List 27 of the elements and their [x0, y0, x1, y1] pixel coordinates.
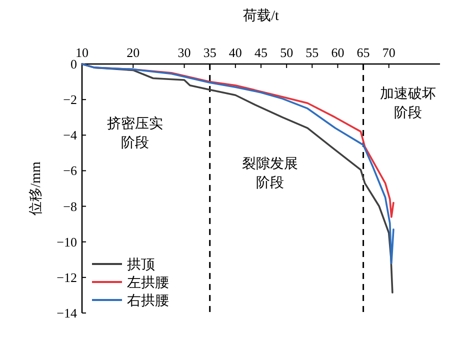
x-tick-label: 55	[306, 45, 319, 60]
x-axis-title: 荷载/t	[243, 8, 279, 24]
annotation: 加速破坏阶段	[380, 87, 436, 121]
y-tick-label: −4	[63, 128, 78, 143]
x-tick-label: 20	[126, 45, 140, 60]
x-tick-label: 35	[203, 45, 216, 60]
y-axis-title: 位移/mm	[28, 162, 44, 216]
x-tick-label: 40	[228, 45, 242, 60]
y-tick-label: −8	[63, 198, 77, 214]
x-tick-label: 60	[331, 45, 344, 60]
legend-label: 右拱腰	[127, 293, 169, 309]
y-tick-label: −14	[56, 306, 78, 320]
y-tick-label: −10	[56, 234, 77, 250]
annotation: 挤密压实阶段	[107, 117, 163, 151]
x-tick-label: 30	[178, 45, 191, 60]
legend-label: 拱顶	[127, 257, 155, 273]
y-tick-label: −2	[63, 92, 77, 108]
x-tick-label: 50	[280, 45, 294, 60]
y-tick-label: −6	[63, 163, 78, 178]
y-tick-label: 0	[70, 56, 77, 72]
x-tick-label: 65	[356, 45, 370, 60]
x-tick-label: 70	[382, 45, 396, 60]
y-tick-label: −12	[56, 270, 77, 285]
legend-label: 左拱腰	[127, 275, 169, 291]
x-tick-label: 10	[76, 45, 88, 60]
x-tick-label: 45	[254, 45, 268, 60]
annotation: 裂隙发展阶段	[242, 157, 298, 191]
